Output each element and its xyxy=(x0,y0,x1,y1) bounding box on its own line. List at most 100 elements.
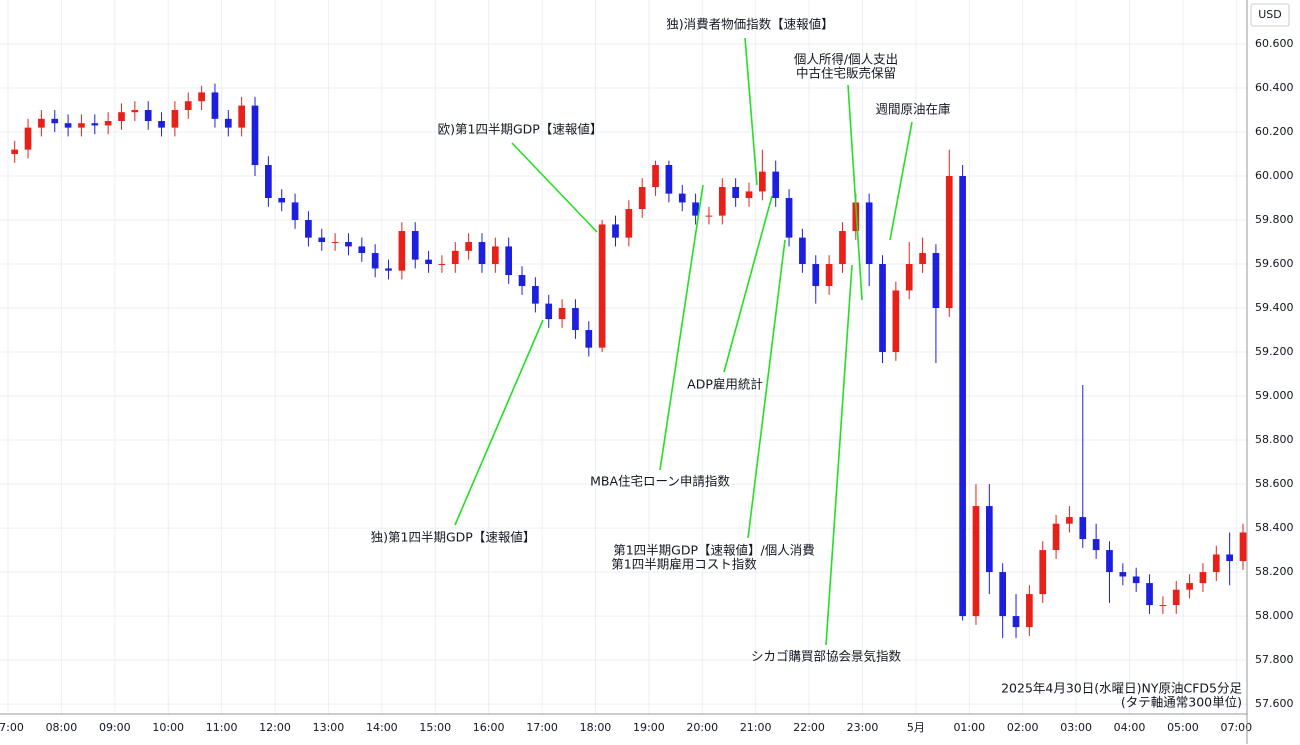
candle-body xyxy=(505,246,513,276)
candle-body xyxy=(1119,572,1127,577)
candle-body xyxy=(278,198,286,203)
grid xyxy=(0,0,1247,714)
candle-body xyxy=(251,105,259,166)
candle-body xyxy=(425,259,432,265)
candle-body xyxy=(291,202,299,221)
annotation-line xyxy=(847,84,863,301)
annotation-line xyxy=(889,121,913,241)
candle-body xyxy=(518,275,526,287)
candle-body xyxy=(718,187,726,216)
y-tick-label: 57.800 xyxy=(1255,653,1294,666)
note: 2025年4月30日(水曜日)NY原油CFD5分足 xyxy=(1001,681,1242,696)
candle-body xyxy=(532,286,539,304)
annotation-text: 欧)第1四半期GDP【速報値】 xyxy=(438,122,603,137)
y-tick-label: 59.200 xyxy=(1255,345,1294,358)
candle-body xyxy=(879,264,886,353)
annotation-line xyxy=(744,37,758,186)
candle-body xyxy=(1212,554,1220,573)
candle-body xyxy=(305,220,312,238)
annotation-text: 第1四半期雇用コスト指数 xyxy=(611,557,757,572)
candle-body xyxy=(451,250,459,265)
y-tick-label: 59.000 xyxy=(1255,389,1294,402)
candle-body xyxy=(1092,539,1100,551)
y-tick-label: 59.800 xyxy=(1255,213,1294,226)
candle-body xyxy=(772,171,780,199)
candle-body xyxy=(465,242,472,251)
candle-body xyxy=(1226,554,1233,562)
y-tick-label: 59.400 xyxy=(1255,301,1294,314)
candle-body xyxy=(785,198,793,238)
annotation-text: 中古住宅販売保留 xyxy=(796,66,896,81)
candle-body xyxy=(1106,550,1113,573)
candle-body xyxy=(104,121,112,126)
x-tick-label: 04:00 xyxy=(1114,721,1146,734)
candle-body xyxy=(171,110,179,128)
candle-body xyxy=(678,193,686,203)
candle-body xyxy=(131,110,139,113)
x-tick-label: 02:00 xyxy=(1007,721,1039,734)
y-tick-label: 60.200 xyxy=(1255,125,1294,138)
y-tick-label: 57.600 xyxy=(1255,697,1294,710)
x-tick-label: 17:00 xyxy=(526,721,558,734)
annotation-text: 週間原油在庫 xyxy=(875,102,950,117)
y-tick-label: 58.800 xyxy=(1255,433,1294,446)
annotation-text: 独)第1四半期GDP【速報値】 xyxy=(371,530,536,545)
x-tick-label: 21:00 xyxy=(740,721,772,734)
y-tick-label: 58.600 xyxy=(1255,477,1294,490)
candle-body xyxy=(732,187,739,199)
annotation-text: 独)消費者物価指数【速報値】 xyxy=(666,17,833,32)
candle-body xyxy=(358,246,366,254)
candle-body xyxy=(51,118,59,124)
candle-body xyxy=(905,264,913,291)
x-tick-label: 5月 xyxy=(907,721,925,734)
candle-body xyxy=(238,105,245,128)
candle-body xyxy=(612,224,619,238)
candle-body xyxy=(865,202,873,265)
candle-body xyxy=(652,165,659,188)
candle-body xyxy=(331,242,339,244)
candle-body xyxy=(745,191,753,199)
candle-body xyxy=(398,231,406,271)
candle-body xyxy=(385,268,392,271)
candle-body xyxy=(705,215,713,217)
candle-body xyxy=(625,209,633,238)
candle-body xyxy=(585,330,593,348)
candle-body xyxy=(759,171,766,192)
candle-body xyxy=(1172,589,1180,606)
candle-body xyxy=(932,253,940,309)
currency-box xyxy=(1250,3,1290,27)
candle-body xyxy=(1199,572,1207,584)
candle-body xyxy=(491,246,499,265)
candle-body xyxy=(959,176,966,617)
candle-body xyxy=(985,506,993,573)
y-tick-label: 58.400 xyxy=(1255,521,1294,534)
candle-body xyxy=(1132,576,1140,584)
candle-body xyxy=(144,110,152,122)
candle-body xyxy=(24,127,32,150)
candle-body xyxy=(38,118,45,128)
candle-body xyxy=(345,242,352,247)
x-tick-label: 12:00 xyxy=(259,721,291,734)
candle-body xyxy=(692,202,699,216)
annotation-line xyxy=(747,239,786,539)
candle-body xyxy=(438,264,446,266)
annotation-line xyxy=(659,184,704,471)
annotation-text: MBA住宅ローン申請指数 xyxy=(590,474,730,489)
candle-body xyxy=(972,506,980,617)
candle-body xyxy=(1146,583,1153,606)
x-tick-label: 23:00 xyxy=(847,721,879,734)
currency-label: USD xyxy=(1258,8,1282,21)
annotation-line xyxy=(511,142,598,233)
candle-body xyxy=(1012,616,1020,628)
candle-body xyxy=(1052,523,1060,551)
candle-body xyxy=(64,123,72,128)
candle-body xyxy=(945,176,953,309)
x-tick-label: 11:00 xyxy=(206,721,238,734)
x-tick-label: 10:00 xyxy=(152,721,184,734)
x-tick-label: 18:00 xyxy=(580,721,612,734)
candle-body xyxy=(1066,517,1073,524)
candle-body xyxy=(11,149,19,155)
candle-body xyxy=(158,121,165,128)
candle-body xyxy=(78,123,85,128)
